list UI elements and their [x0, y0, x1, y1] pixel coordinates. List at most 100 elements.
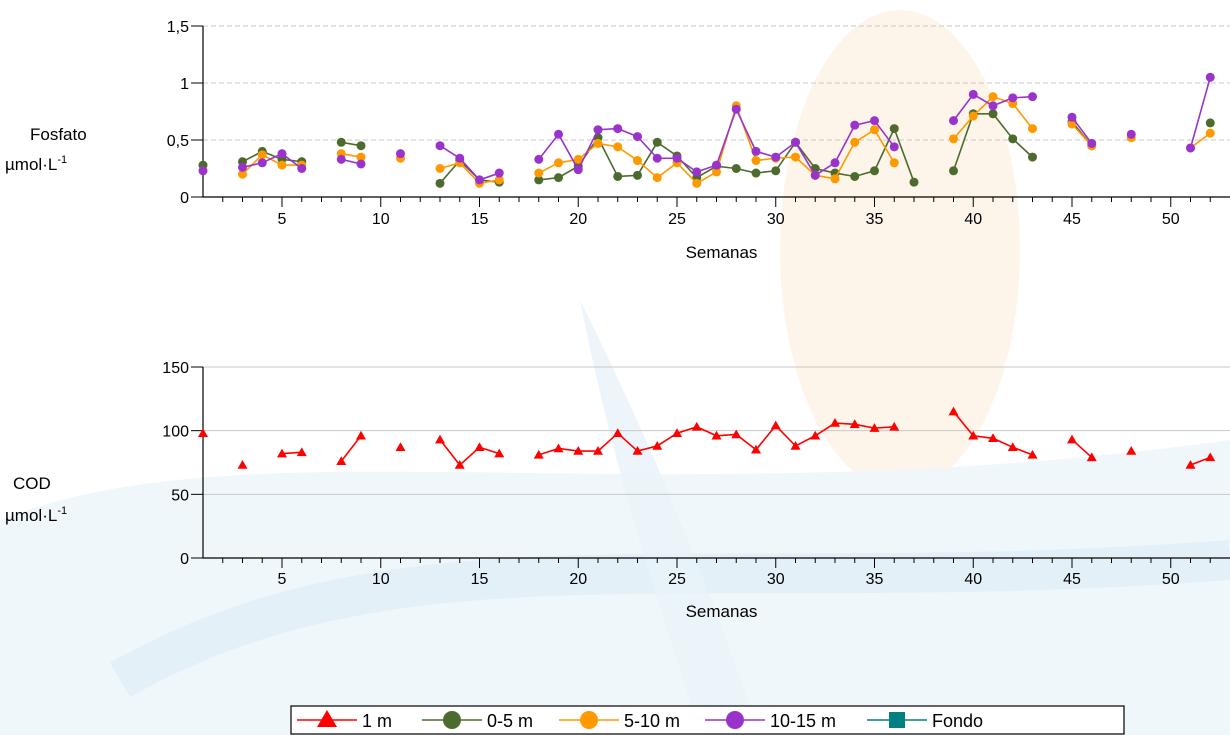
y-tick-label: 0 — [180, 551, 189, 568]
data-point — [790, 440, 801, 450]
data-point — [534, 168, 544, 178]
data-point — [474, 442, 485, 451]
data-point — [770, 420, 781, 430]
data-point — [791, 152, 800, 162]
data-point — [849, 419, 860, 429]
x-tick-label: 45 — [1063, 571, 1081, 588]
data-point — [830, 158, 840, 168]
data-point — [949, 116, 958, 126]
x-tick-label: 10 — [372, 211, 390, 228]
y-axis-unit: µmol·L-1 — [5, 505, 67, 525]
data-point — [277, 160, 287, 170]
series-line — [1189, 77, 1212, 149]
data-point — [810, 430, 821, 440]
data-point — [652, 173, 662, 183]
data-point — [1086, 452, 1097, 462]
data-point — [1126, 446, 1137, 455]
data-point — [593, 125, 603, 135]
series-line — [242, 152, 303, 170]
series-line — [340, 435, 362, 462]
data-point — [672, 428, 682, 437]
x-tick-label: 45 — [1063, 211, 1081, 228]
data-point — [1028, 92, 1037, 102]
data-point — [711, 430, 722, 440]
data-point — [850, 171, 860, 181]
legend-marker-circle — [580, 711, 598, 729]
data-point — [1087, 138, 1097, 148]
series-1m — [198, 406, 1216, 469]
data-point — [336, 137, 346, 147]
data-point — [652, 440, 663, 450]
data-point — [771, 166, 781, 176]
legend-marker-square — [889, 712, 905, 728]
y-axis-unit-sup: -1 — [57, 154, 67, 166]
data-point — [277, 149, 287, 159]
x-axis-label: Semanas — [686, 602, 758, 621]
x-tick-label: 30 — [767, 571, 785, 588]
data-point — [257, 158, 267, 168]
series-line — [439, 439, 500, 467]
data-point — [1008, 93, 1018, 103]
data-point — [494, 175, 504, 185]
data-point — [633, 132, 642, 142]
data-point — [455, 153, 465, 163]
x-tick-label: 35 — [866, 571, 884, 588]
panel-cod: 0 50 100 150 5 10 15 20 25 30 35 40 45 50 Semanas COD µm… — [5, 360, 1230, 621]
data-point — [257, 150, 267, 160]
x-tick-label: 30 — [767, 211, 785, 228]
legend-label: 0-5 m — [487, 711, 533, 731]
series-10-15m — [198, 72, 1215, 185]
data-point — [494, 168, 504, 178]
legend-marker-triangle — [317, 710, 337, 727]
data-point — [731, 104, 741, 114]
y-tick-label: 50 — [171, 487, 189, 504]
legend-marker-circle — [443, 711, 461, 729]
legend-label: 1 m — [362, 711, 392, 731]
data-point — [949, 134, 958, 144]
data-point — [237, 460, 248, 469]
data-point — [672, 153, 682, 163]
data-point — [454, 460, 465, 469]
data-point — [1205, 118, 1215, 128]
y-tick-label: 100 — [162, 424, 189, 441]
data-point — [435, 434, 445, 444]
data-point — [692, 178, 702, 188]
data-point — [889, 124, 899, 134]
data-point — [593, 446, 603, 455]
data-point — [988, 433, 998, 443]
data-point — [731, 164, 741, 173]
data-point — [534, 154, 544, 164]
data-point — [810, 170, 820, 180]
data-point — [751, 168, 761, 178]
y-tick-label: 1,5 — [167, 19, 189, 36]
x-tick-label: 20 — [569, 211, 587, 228]
y-tick-label: 1 — [180, 76, 189, 93]
x-tick-label: 50 — [1162, 211, 1180, 228]
legend-label: 10-15 m — [770, 711, 836, 731]
data-point — [633, 156, 642, 166]
data-point — [553, 443, 564, 453]
data-point — [612, 428, 623, 437]
y-axis-label: COD — [13, 474, 51, 493]
data-point — [356, 430, 366, 440]
data-point — [692, 167, 702, 177]
data-point — [356, 152, 366, 162]
data-point — [238, 162, 247, 172]
data-point — [356, 159, 366, 169]
data-point — [573, 165, 583, 175]
x-tick-label: 40 — [964, 211, 982, 228]
data-point — [1008, 134, 1018, 144]
data-point — [731, 429, 742, 439]
data-point — [830, 174, 840, 184]
data-point — [870, 125, 879, 135]
series-line — [952, 411, 1033, 456]
y-tick-label: 0,5 — [167, 133, 189, 150]
data-point — [909, 177, 919, 187]
data-point — [238, 169, 247, 179]
y-axis-unit: µmol·L-1 — [5, 154, 67, 174]
data-point — [297, 164, 307, 173]
data-point — [988, 92, 998, 102]
data-point — [632, 446, 643, 455]
data-point — [336, 154, 346, 164]
data-point — [356, 141, 366, 151]
